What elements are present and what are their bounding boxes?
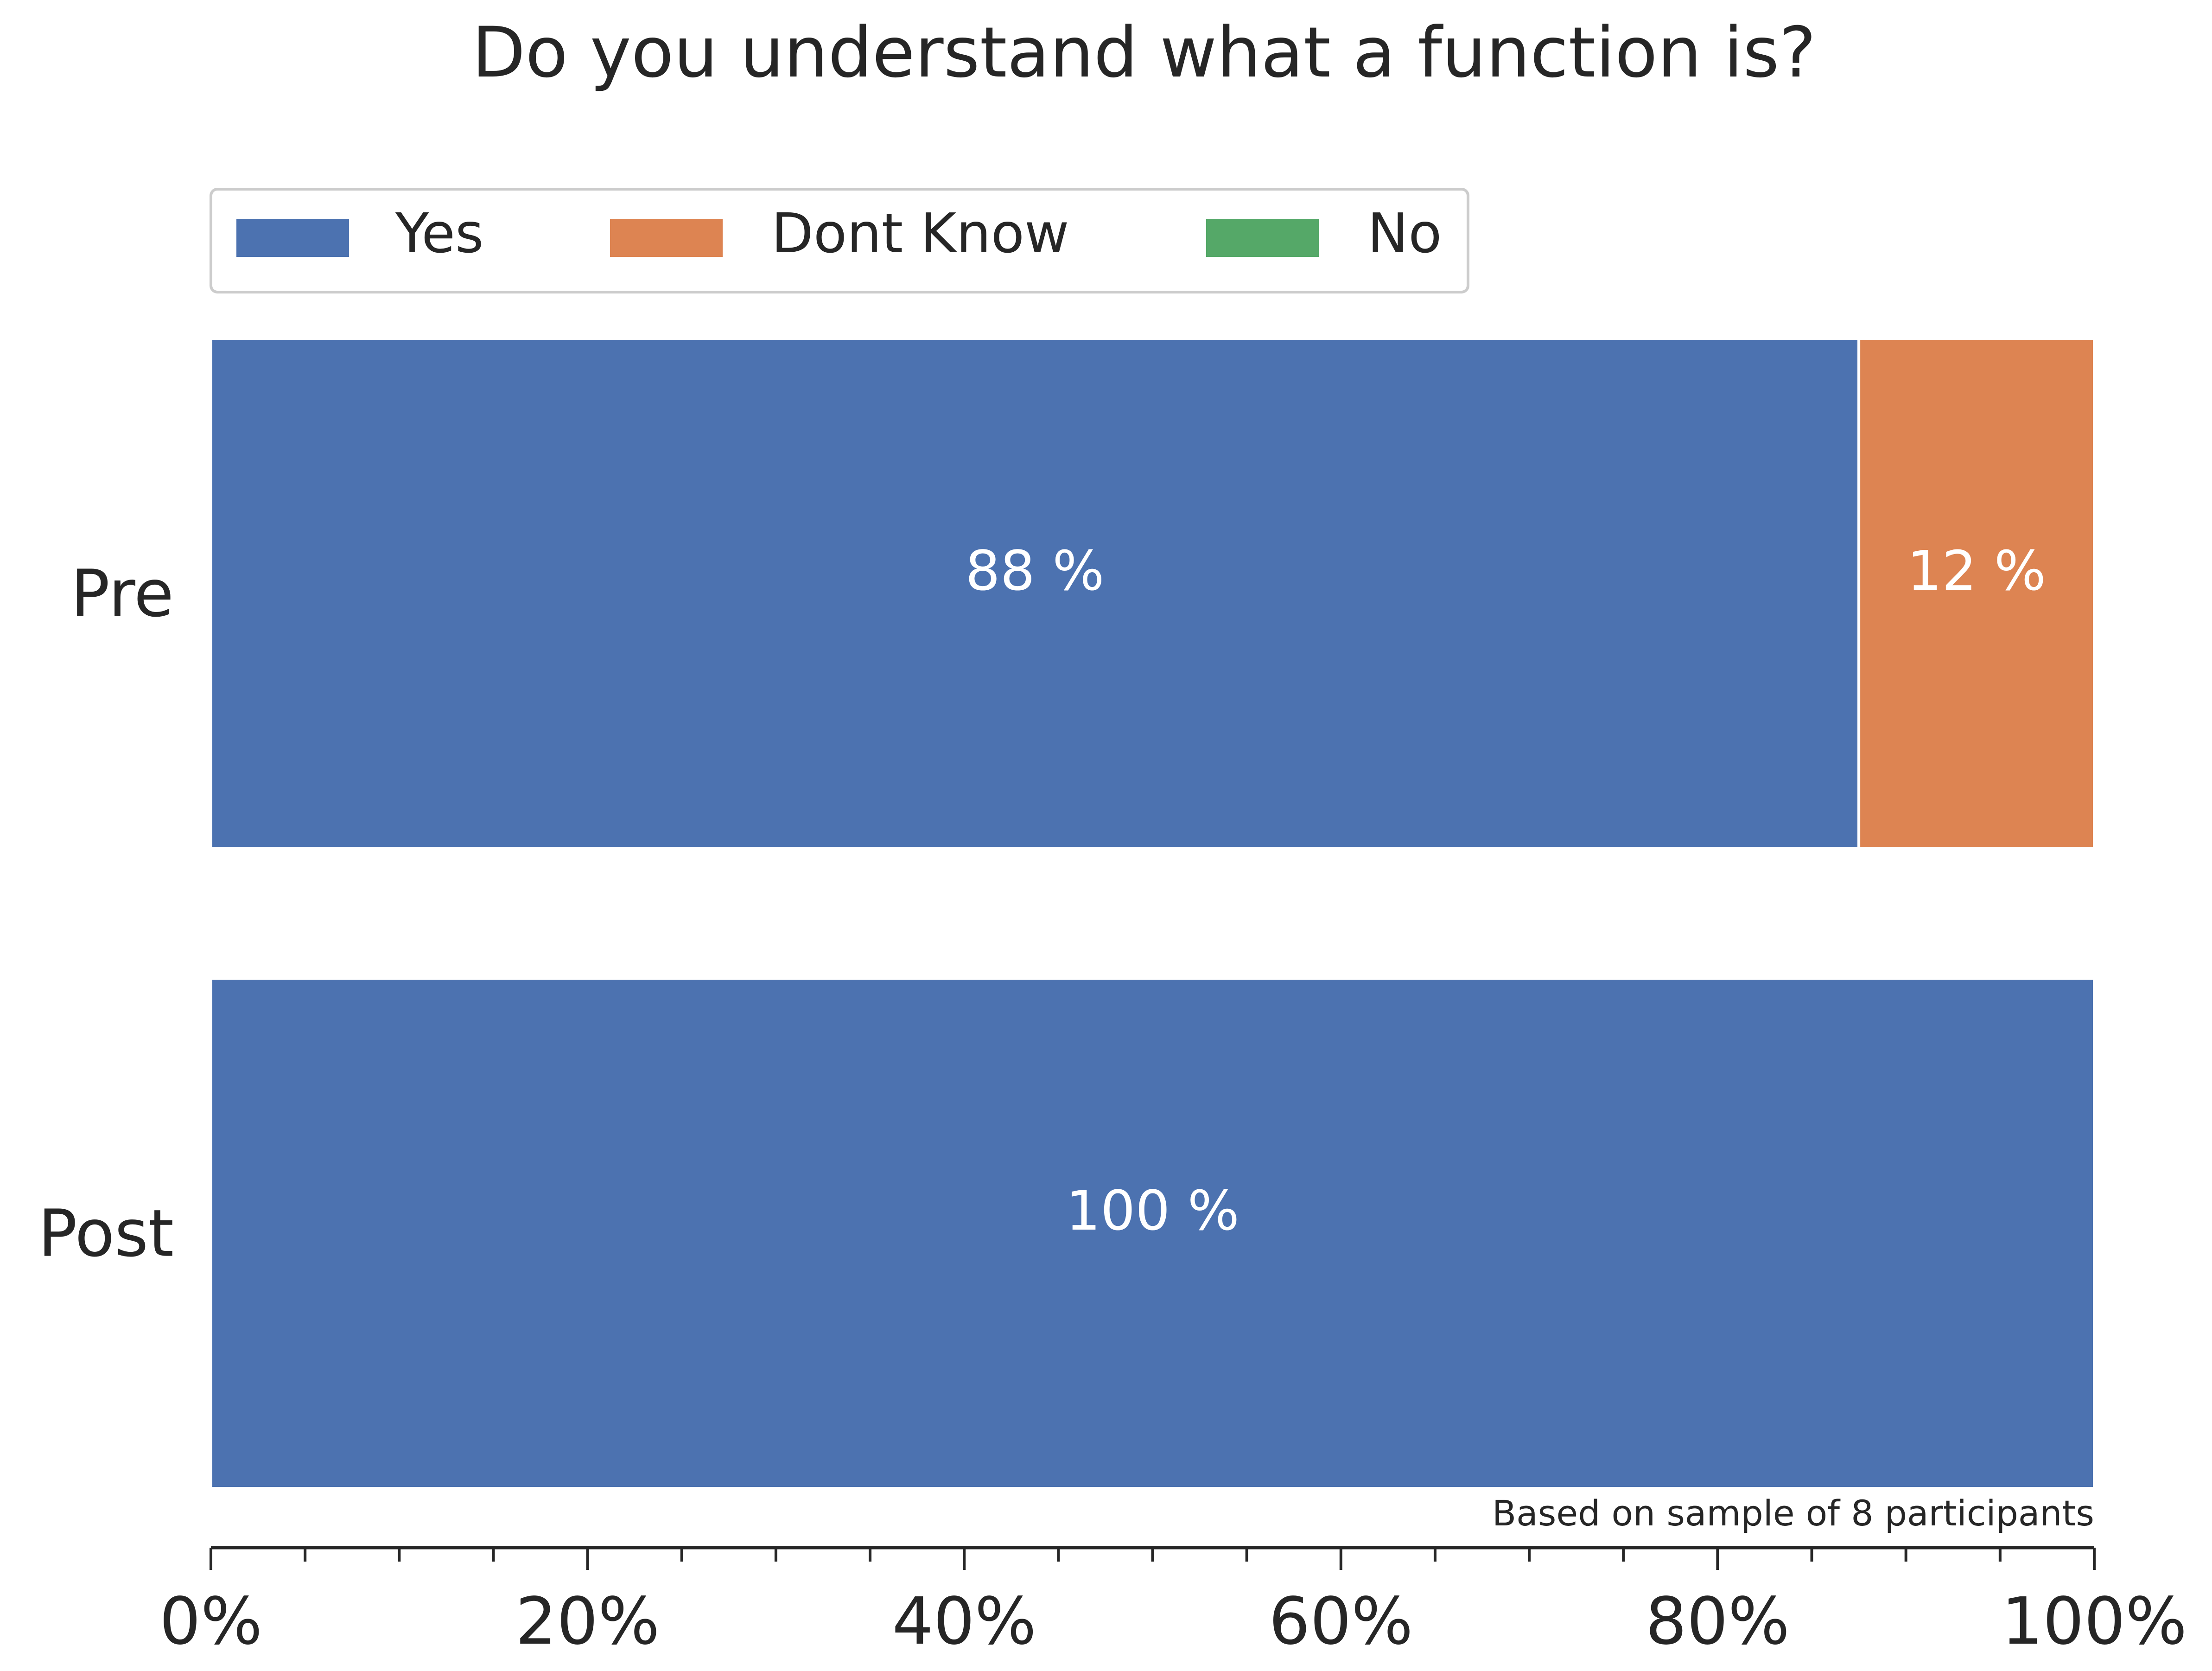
bar-post-yes [210, 977, 2096, 1490]
bar-label-layer: 88 % 12 % 100 % [966, 539, 2046, 1243]
legend-swatch-dont-know [610, 219, 723, 257]
x-tick-label: 60% [1269, 1584, 1413, 1659]
bar-value-label: 88 % [966, 539, 1105, 603]
x-tick-label: 0% [159, 1584, 262, 1659]
chart-title: Do you understand what a function is? [472, 13, 1816, 93]
bar-pre-yes [210, 337, 1861, 850]
y-tick-label-post: Post [38, 1196, 174, 1272]
bar-value-label: 12 % [1907, 539, 2046, 603]
y-tick-label-pre: Pre [70, 556, 174, 632]
legend-label-dont-know: Dont Know [771, 201, 1069, 265]
x-axis: 0% 20% 40% 60% 80% 100% [159, 1546, 2187, 1659]
bar-pre-dont-know [1857, 337, 2096, 850]
x-tick-label: 80% [1646, 1584, 1790, 1659]
x-tick-label: 40% [892, 1584, 1036, 1659]
legend: Yes Dont Know No [210, 188, 1469, 293]
sample-annotation: Based on sample of 8 participants [1492, 1492, 2094, 1534]
y-axis-labels: Pre Post [38, 556, 174, 1272]
legend-frame [210, 188, 1469, 293]
legend-swatch-no [1206, 219, 1319, 257]
legend-swatch-yes [236, 219, 349, 257]
bar-value-label: 100 % [1066, 1179, 1239, 1243]
x-tick-label: 100% [2002, 1584, 2187, 1659]
bar-layer [210, 337, 2096, 1490]
legend-label-no: No [1367, 201, 1442, 265]
legend-label-yes: Yes [395, 201, 483, 265]
x-tick-label: 20% [515, 1584, 660, 1659]
